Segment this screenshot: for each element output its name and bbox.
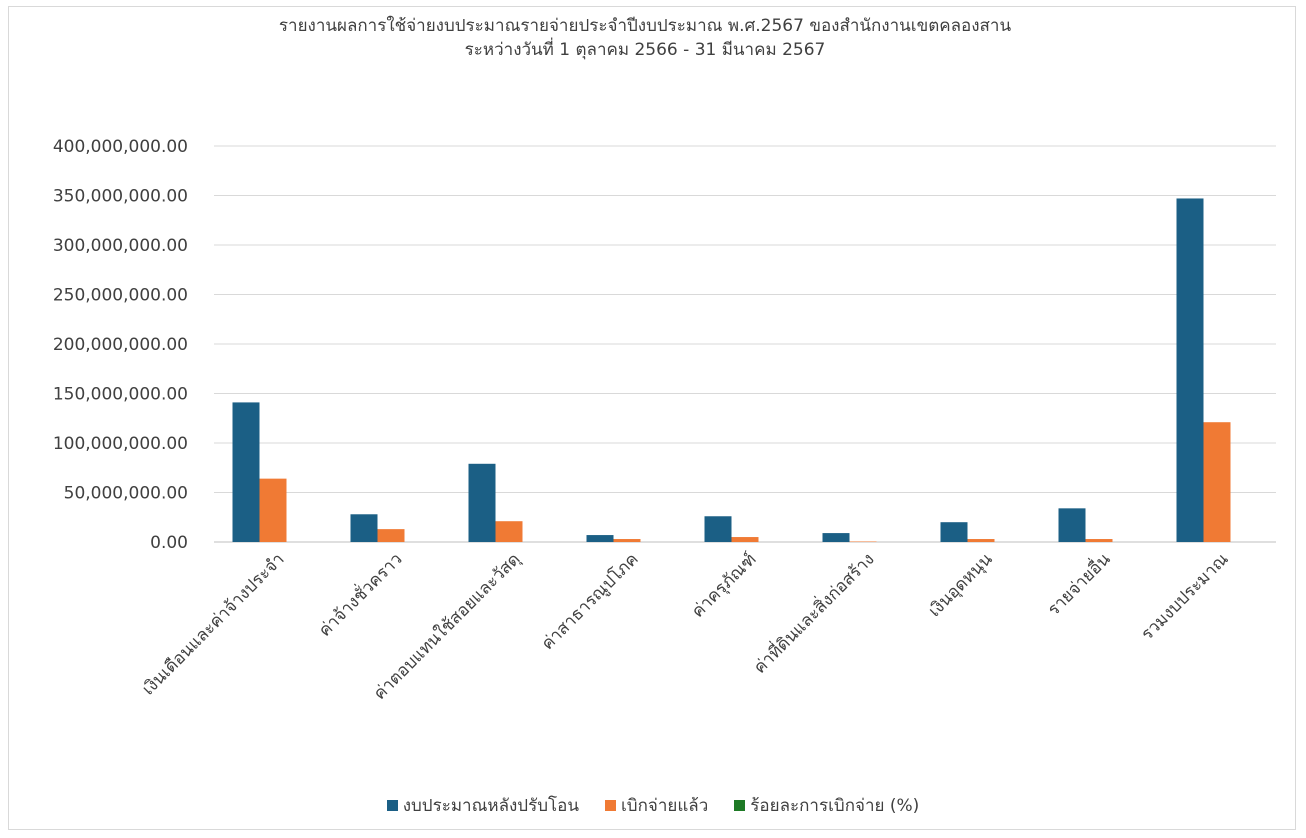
- y-tick-label: 200,000,000.00: [53, 335, 188, 355]
- bar-2: [377, 529, 405, 542]
- bar-1: [586, 535, 614, 542]
- x-tick-label: ค่าจ้างชั่วคราว: [313, 547, 407, 641]
- y-tick-label: 0.00: [150, 533, 188, 553]
- x-tick-label: ค่าครุภัณฑ์: [688, 549, 760, 621]
- chart-title: รายงานผลการใช้จ่ายงบประมาณรายจ่ายประจำปี…: [278, 16, 1012, 36]
- bar-1: [1176, 198, 1204, 542]
- x-tick-label: รวมงบประมาณ: [1137, 549, 1232, 644]
- bar-2: [967, 539, 995, 542]
- bar-1: [232, 402, 260, 542]
- chart-title-block: รายงานผลการใช้จ่ายงบประมาณรายจ่ายประจำปี…: [0, 14, 1290, 62]
- chart-legend: งบประมาณหลังปรับโอน เบิกจ่ายแล้ว ร้อยละการ…: [0, 792, 1306, 819]
- bar-2: [495, 521, 523, 542]
- x-tick-label: เงินเดือนและค่าจ้างประจำ: [138, 549, 288, 699]
- legend-swatch: [604, 800, 616, 811]
- x-tick-label: รายจ่ายอื่น: [1042, 547, 1115, 620]
- bar-1: [822, 533, 850, 542]
- chart-subtitle: ระหว่างวันที่ 1 ตุลาคม 2566 - 31 มีนาคม …: [464, 40, 826, 60]
- bar-2: [259, 478, 287, 542]
- bar-1: [940, 522, 968, 542]
- bar-2: [1085, 539, 1113, 542]
- x-tick-label: ค่าที่ดินและสิ่งก่อสร้าง: [748, 547, 879, 678]
- bar-1: [704, 516, 732, 542]
- y-tick-label: 300,000,000.00: [53, 236, 188, 256]
- bar-1: [468, 463, 496, 542]
- bar-1: [350, 514, 378, 542]
- legend-item: ร้อยละการเบิกจ่าย (%): [734, 792, 919, 819]
- y-tick-label: 250,000,000.00: [53, 286, 188, 306]
- y-tick-label: 150,000,000.00: [53, 385, 188, 405]
- y-tick-label: 100,000,000.00: [53, 434, 188, 454]
- bar-1: [1058, 508, 1086, 542]
- bar-2: [613, 539, 641, 542]
- legend-label: งบประมาณหลังปรับโอน: [402, 796, 579, 816]
- legend-item: เบิกจ่ายแล้ว: [604, 792, 709, 819]
- legend-label: เบิกจ่ายแล้ว: [620, 796, 709, 816]
- x-tick-label: เงินอุดหนุน: [925, 549, 997, 621]
- bar-2: [731, 537, 759, 542]
- legend-item: งบประมาณหลังปรับโอน: [386, 792, 579, 819]
- bar-2: [1203, 422, 1231, 542]
- y-tick-label: 50,000,000.00: [64, 484, 188, 504]
- x-tick-label: ค่าสาธารณูปโภค: [537, 549, 642, 654]
- y-tick-label: 400,000,000.00: [53, 137, 188, 157]
- legend-label: ร้อยละการเบิกจ่าย (%): [750, 796, 920, 816]
- legend-swatch: [386, 800, 398, 811]
- y-tick-label: 350,000,000.00: [53, 187, 188, 207]
- chart-frame: [8, 6, 1296, 830]
- legend-swatch: [734, 800, 746, 811]
